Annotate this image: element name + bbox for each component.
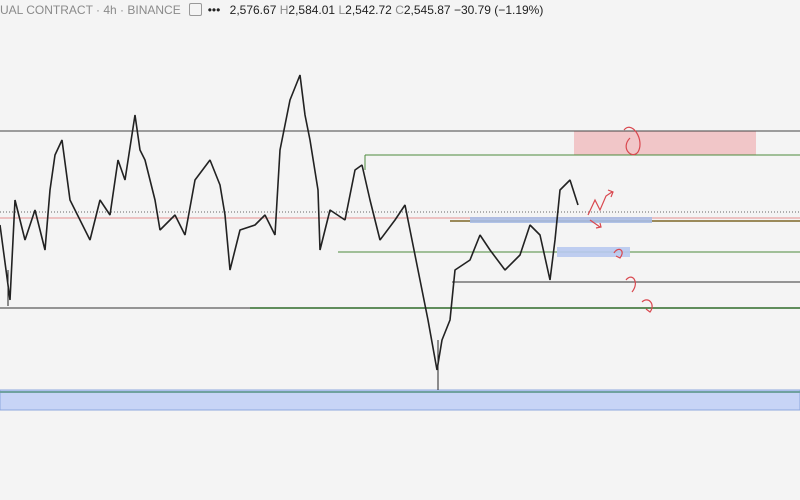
- scribble: [589, 219, 602, 229]
- zone-blue-small: [557, 247, 630, 257]
- scribble: [623, 126, 641, 156]
- change-value: −30.79 (−1.19%): [453, 3, 544, 17]
- zone-blue: [0, 389, 800, 411]
- close-value: 2,545.87: [403, 3, 451, 17]
- close-label: C: [395, 3, 404, 17]
- scribble: [613, 248, 623, 259]
- menu[interactable]: •••: [207, 3, 221, 17]
- scribble: [641, 299, 653, 313]
- open-value: 2,576.67: [229, 3, 277, 17]
- icon[interactable]: [188, 3, 202, 16]
- low-value: 2,542.72: [345, 3, 392, 17]
- high-label: H: [279, 3, 289, 17]
- scribble: [587, 189, 614, 216]
- symbol-header: UAL CONTRACT · 4h · BINANCE ••• 2,576.67 …: [0, 0, 543, 20]
- high-value: 2,584.01: [288, 3, 336, 17]
- scribble: [625, 276, 636, 293]
- zone-blue-small: [470, 217, 652, 223]
- price-series: [0, 74, 579, 371]
- annotations: [587, 126, 653, 313]
- low-label: L: [338, 3, 346, 17]
- zone-red: [574, 131, 756, 155]
- symbol: UAL CONTRACT · 4h · BINANCE: [0, 3, 181, 17]
